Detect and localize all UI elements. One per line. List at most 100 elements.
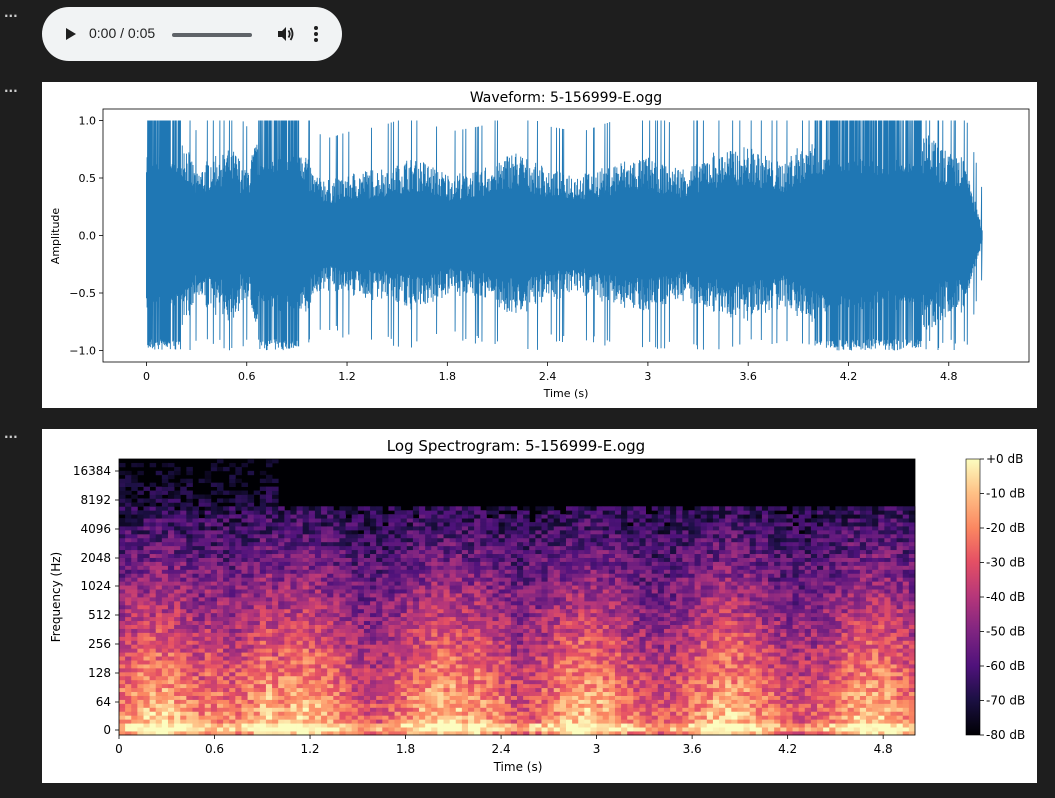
- spectrogram-cell: [468, 667, 475, 673]
- spectrogram-cell: [351, 616, 359, 622]
- spectrogram-cell: [302, 719, 310, 724]
- spectrogram-cell: [584, 679, 591, 685]
- spectrogram-cell: [167, 561, 175, 566]
- spectrogram-cell: [210, 723, 218, 728]
- spectrogram-cell: [253, 679, 261, 685]
- spectrogram-cell: [149, 675, 157, 681]
- spectrogram-cell: [167, 636, 175, 641]
- spectrogram-cell: [498, 703, 506, 708]
- volume-icon[interactable]: [275, 24, 295, 44]
- spectrogram-cell: [419, 600, 426, 606]
- spectrogram-cell: [529, 608, 536, 614]
- seek-slider[interactable]: [172, 33, 252, 37]
- spectrogram-cell: [370, 671, 377, 677]
- spectrogram-cell: [541, 518, 549, 523]
- spectrogram-cell: [584, 671, 591, 677]
- spectrogram-cell: [339, 719, 346, 724]
- spectrogram-cell: [216, 632, 224, 637]
- spectrogram-cell: [461, 577, 469, 582]
- spectrogram-cell: [241, 526, 248, 531]
- spectrogram-cell: [180, 715, 187, 720]
- spectrogram-cell: [394, 565, 402, 570]
- spectrogram-cell: [296, 695, 304, 700]
- spectrogram-cell: [510, 620, 518, 625]
- spectrogram-cell: [400, 569, 408, 574]
- spectrogram-cell: [216, 711, 224, 716]
- cell-menu-2[interactable]: ···: [4, 84, 18, 98]
- spectrogram-cell: [253, 675, 261, 681]
- spectrogram-cell: [174, 715, 181, 720]
- spectrogram-cell: [510, 707, 518, 712]
- spectrogram-cell: [327, 727, 334, 732]
- spectrogram-cell: [216, 604, 224, 610]
- spectrogram-cell: [431, 683, 438, 689]
- spectrogram-cell: [241, 691, 248, 696]
- spectrogram-cell: [143, 545, 151, 551]
- spectrogram-cell: [376, 636, 383, 641]
- spectrogram-cell: [216, 573, 224, 578]
- spectrogram-cell: [602, 589, 610, 594]
- spectrogram-cell: [186, 656, 193, 661]
- spectrogram-cell: [437, 585, 444, 590]
- spectrogram-cell: [376, 652, 383, 657]
- spectrogram-cell: [553, 691, 561, 696]
- spectrogram-cell: [425, 707, 432, 712]
- spectrogram-cell: [596, 675, 604, 681]
- spectrogram-cell: [223, 683, 230, 689]
- spectrogram-cell: [155, 608, 163, 614]
- spectrogram-cell: [180, 636, 187, 641]
- spectrogram-cell: [394, 620, 402, 625]
- spectrogram-cell: [186, 727, 193, 732]
- play-icon[interactable]: [60, 24, 80, 44]
- spectrogram-cell: [504, 506, 512, 511]
- spectrogram-cell: [370, 691, 377, 696]
- spectrogram-cell: [517, 624, 524, 629]
- spectrogram-cell: [565, 514, 573, 519]
- spectrogram-cell: [119, 549, 126, 555]
- spectrogram-cell: [363, 608, 371, 614]
- spectrogram-cell: [565, 522, 573, 527]
- spectrogram-cell: [327, 553, 334, 558]
- spectrogram-cell: [204, 664, 212, 669]
- spectrogram-cell: [412, 711, 420, 716]
- spectrogram-cell: [474, 616, 481, 622]
- spectrogram-cell: [278, 628, 285, 633]
- spectrogram-cell: [192, 549, 199, 555]
- spectrogram-cell: [210, 585, 218, 590]
- spectrogram-cell: [247, 557, 255, 562]
- spectrogram-cell: [223, 553, 230, 558]
- spectrogram-cell: [192, 731, 199, 736]
- cell-menu-1[interactable]: ···: [4, 9, 18, 23]
- spectrogram-cell: [474, 691, 481, 696]
- spectrogram-cell: [265, 533, 273, 539]
- waveform-xtick-label: 3.6: [739, 370, 757, 383]
- spectrogram-cell: [308, 648, 316, 653]
- spectrogram-cell: [608, 581, 616, 586]
- spectrogram-cell: [259, 593, 267, 598]
- spectrogram-cell: [155, 616, 163, 622]
- spectrogram-cell: [510, 565, 518, 570]
- spectrogram-cell: [584, 691, 591, 696]
- spectrogram-cell: [382, 723, 389, 728]
- cell-menu-3[interactable]: ···: [4, 430, 18, 444]
- spectrogram-cell: [259, 506, 267, 511]
- spectrogram-cell: [290, 727, 297, 732]
- more-options-icon[interactable]: [306, 24, 326, 44]
- spectrogram-cell: [247, 644, 255, 649]
- spectrogram-cell: [621, 549, 628, 555]
- spectrogram-cell: [541, 660, 549, 665]
- spectrogram-cell: [412, 679, 420, 685]
- spectrogram-cell: [161, 644, 169, 649]
- spectrogram-cell: [302, 707, 310, 712]
- spectrogram-cell: [143, 557, 151, 562]
- spectrogram-cell: [504, 593, 512, 598]
- spectrogram-cell: [449, 624, 457, 629]
- spectrogram-cell: [137, 648, 144, 653]
- spectrogram-cell: [241, 533, 248, 539]
- spectrogram-cell: [167, 664, 175, 669]
- spectrogram-cell: [253, 537, 261, 543]
- spectrogram-cell: [510, 632, 518, 637]
- spectrogram-cell: [284, 652, 291, 657]
- spectrogram-cell: [284, 529, 291, 535]
- spectrogram-cell: [351, 648, 359, 653]
